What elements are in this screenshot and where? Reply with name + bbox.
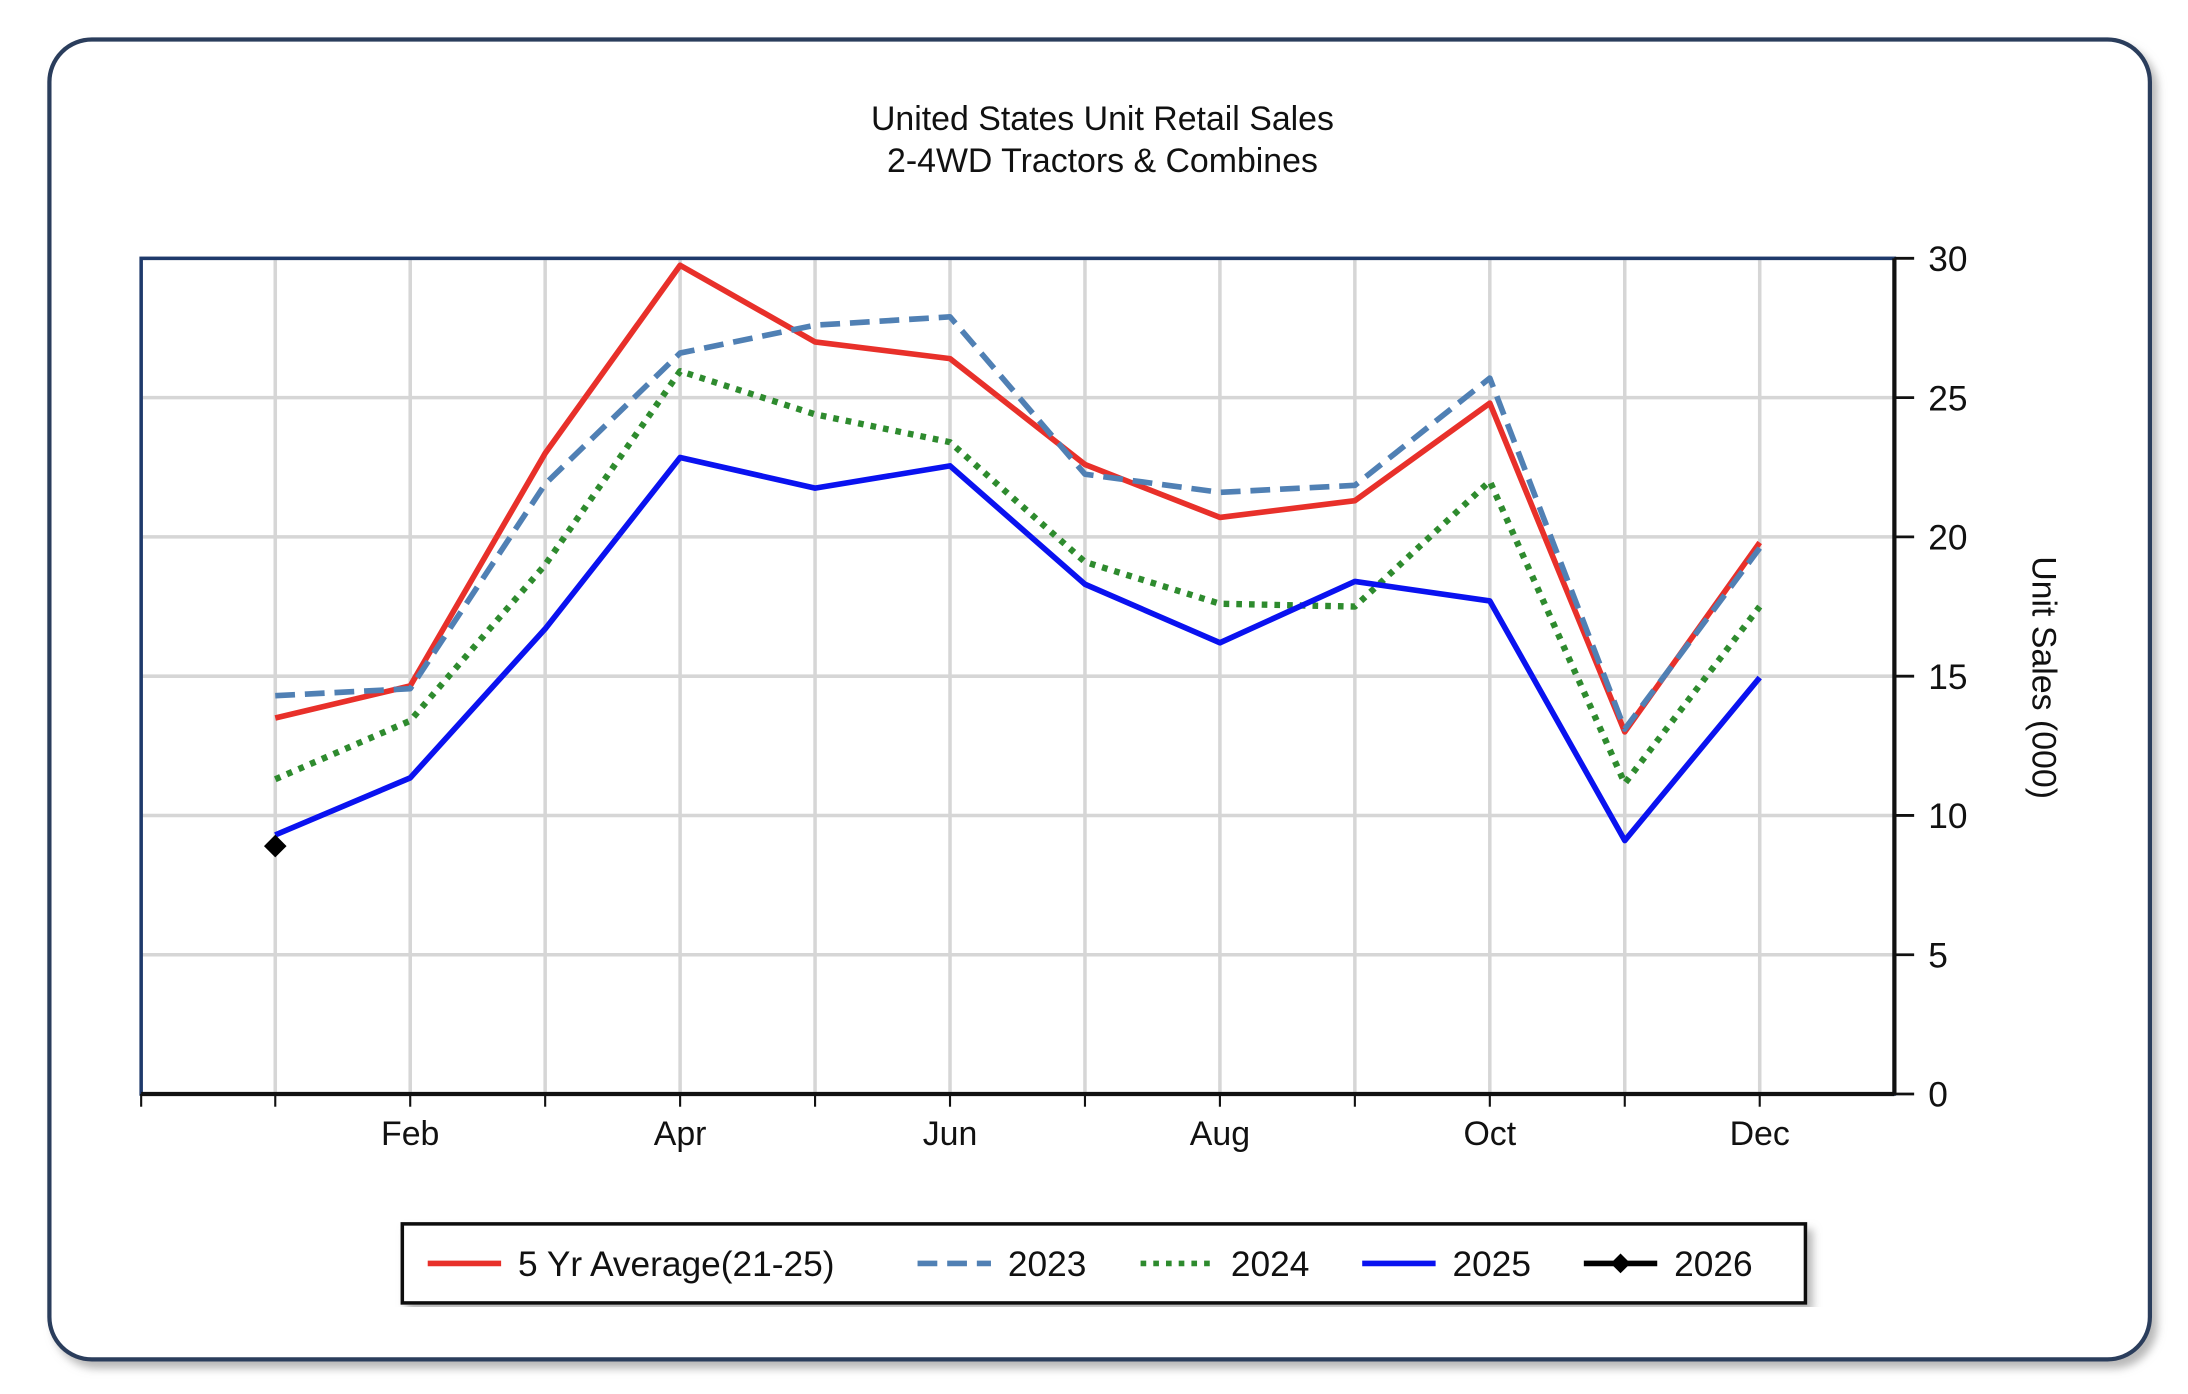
series-5-yr-average-21-25-line bbox=[274, 262, 1763, 735]
x-tick-label: Dec bbox=[1730, 1115, 1790, 1153]
y-axis-label: Unit Sales (000) bbox=[2025, 556, 2063, 799]
series-2023-line bbox=[275, 314, 1762, 732]
x-tick-label: Apr bbox=[654, 1115, 707, 1153]
x-tick-label: Oct bbox=[1463, 1115, 1516, 1153]
legend-box bbox=[400, 1222, 1808, 1305]
legend-label: 2023 bbox=[1008, 1245, 1087, 1284]
series-2023 bbox=[275, 314, 1762, 732]
series-2025 bbox=[274, 454, 1762, 844]
series-2024 bbox=[274, 367, 1763, 787]
y-tick-label: 30 bbox=[1928, 240, 1967, 279]
y-tick-label: 5 bbox=[1928, 936, 1948, 975]
series-2025-line bbox=[274, 454, 1762, 844]
y-tick-label: 10 bbox=[1928, 797, 1967, 836]
series-group bbox=[263, 262, 1763, 858]
legend: 5 Yr Average(21-25) 2023 2024 2025 2026 bbox=[400, 1222, 1808, 1305]
x-tick-label: Feb bbox=[381, 1115, 439, 1153]
legend-marker bbox=[1610, 1253, 1631, 1274]
series-5-yr-average-21-25 bbox=[274, 262, 1763, 735]
y-tick-label: 25 bbox=[1928, 379, 1967, 418]
y-tick-label: 15 bbox=[1928, 658, 1967, 697]
grid-lines bbox=[141, 256, 1895, 1096]
chart-title: United States Unit Retail Sales bbox=[871, 100, 1334, 138]
chart-subtitle: 2-4WD Tractors & Combines bbox=[887, 142, 1318, 180]
y-tick-label: 0 bbox=[1928, 1076, 1948, 1115]
series-2024-line bbox=[274, 367, 1763, 787]
legend-label: 2026 bbox=[1674, 1245, 1753, 1284]
series-2026 bbox=[263, 834, 287, 858]
legend-label: 2024 bbox=[1231, 1245, 1310, 1284]
legend-label: 2025 bbox=[1453, 1245, 1532, 1284]
x-tick-label: Jun bbox=[923, 1115, 978, 1153]
y-tick-label: 20 bbox=[1928, 519, 1967, 558]
axes-ticks: 0 5 10 15 20 25 30 Feb Apr Jun Aug Oct Dec bbox=[140, 240, 1968, 1153]
legend-label: 5 Yr Average(21-25) bbox=[518, 1245, 834, 1284]
x-tick-label: Aug bbox=[1190, 1115, 1250, 1153]
series-2026-point bbox=[263, 834, 287, 858]
